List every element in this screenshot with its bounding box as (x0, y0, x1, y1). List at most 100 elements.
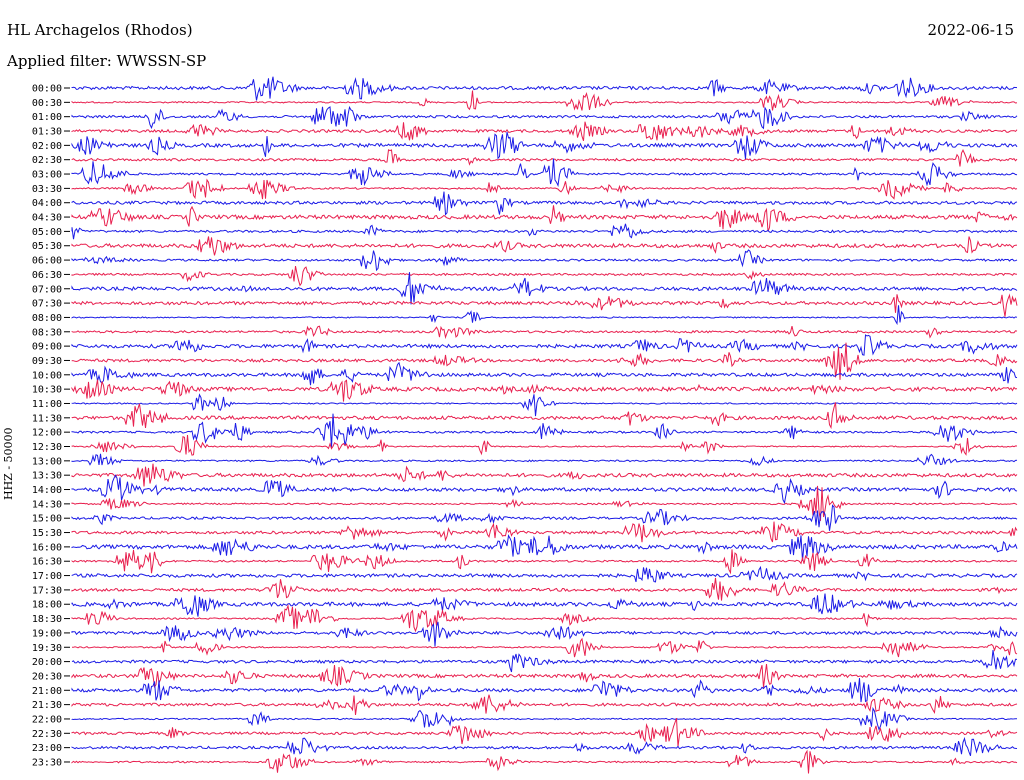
trace-line (71, 463, 1018, 487)
tick-label: 18:30 (32, 614, 62, 625)
tick-label: 07:30 (32, 299, 62, 310)
trace-line (71, 621, 1018, 647)
tick-label: 14:30 (32, 499, 62, 510)
tick-label: 15:30 (32, 528, 62, 539)
tick-label: 08:30 (32, 327, 62, 338)
tick-label: 09:30 (32, 356, 62, 367)
trace-line (71, 178, 1018, 200)
trace-lines (71, 76, 1018, 774)
tick-label: 04:30 (32, 213, 62, 224)
tick-label: 22:00 (32, 714, 62, 725)
tick-labels: 00:00 00:30 01:00 01:30 02:00 02:30 03:00 03:30… (32, 84, 70, 768)
tick-label: 17:00 (32, 571, 62, 582)
date-label: 2022-06-15 (927, 21, 1014, 39)
trace-line (71, 90, 1018, 111)
tick-label: 06:00 (32, 256, 62, 267)
trace-line (71, 593, 1018, 617)
trace-line (71, 249, 1018, 272)
station-title: HL Archagelos (Rhodos) (7, 21, 193, 39)
trace-line (71, 534, 1018, 561)
tick-label: 12:00 (32, 428, 62, 439)
trace-line (71, 272, 1018, 305)
tick-label: 01:00 (32, 112, 62, 123)
trace-line (71, 342, 1018, 380)
tick-label: 15:00 (32, 514, 62, 525)
trace-line (71, 694, 1018, 715)
tick-label: 19:00 (32, 628, 62, 639)
trace-line (71, 105, 1018, 130)
trace-line (71, 706, 1018, 731)
tick-label: 21:30 (32, 700, 62, 711)
tick-label: 03:00 (32, 170, 62, 181)
tick-label: 00:00 (32, 84, 62, 95)
tick-label: 06:30 (32, 270, 62, 281)
trace-line (71, 565, 1018, 583)
trace-line (71, 379, 1018, 402)
trace-line (71, 718, 1018, 747)
trace-line (71, 158, 1018, 188)
tick-label: 08:00 (32, 313, 62, 324)
trace-line (71, 223, 1018, 240)
tick-label: 04:00 (32, 198, 62, 209)
trace-line (71, 131, 1018, 160)
tick-label: 11:30 (32, 413, 62, 424)
tick-label: 12:30 (32, 442, 62, 453)
trace-line (71, 603, 1018, 633)
trace-line (71, 191, 1018, 216)
trace-line (71, 521, 1018, 543)
trace-line (71, 266, 1018, 287)
trace-line (71, 402, 1018, 430)
trace-line (71, 678, 1018, 703)
tick-label: 13:30 (32, 471, 62, 482)
tick-label: 16:30 (32, 557, 62, 568)
tick-label: 02:30 (32, 155, 62, 166)
trace-line (71, 736, 1018, 756)
tick-label: 13:00 (32, 456, 62, 467)
tick-label: 19:30 (32, 643, 62, 654)
trace-line (71, 325, 1018, 340)
tick-label: 20:30 (32, 671, 62, 682)
trace-line (71, 434, 1018, 456)
trace-line (71, 305, 1018, 326)
tick-label: 23:30 (32, 757, 62, 768)
trace-line (71, 149, 1018, 167)
trace-line (71, 649, 1018, 673)
tick-label: 07:00 (32, 284, 62, 295)
trace-line (72, 637, 1018, 658)
tick-label: 09:00 (32, 342, 62, 353)
tick-label: 21:00 (32, 686, 62, 697)
filter-label: Applied filter: WWSSN-SP (7, 52, 207, 70)
trace-line (71, 504, 1018, 531)
tick-label: 05:00 (32, 227, 62, 238)
tick-label: 14:00 (32, 485, 62, 496)
trace-line (71, 361, 1018, 386)
tick-label: 18:00 (32, 600, 62, 611)
tick-label: 22:30 (32, 729, 62, 740)
trace-line (71, 413, 1018, 449)
tick-label: 05:30 (32, 241, 62, 252)
trace-line (71, 664, 1018, 688)
tick-label: 02:00 (32, 141, 62, 152)
tick-label: 00:30 (32, 98, 62, 109)
tick-label: 20:00 (32, 657, 62, 668)
trace-line (71, 577, 1018, 601)
tick-label: 03:30 (32, 184, 62, 195)
trace-line (71, 549, 1018, 575)
trace-line (71, 749, 1018, 774)
trace-line (71, 334, 1018, 356)
trace-line (71, 485, 1018, 521)
trace-line (71, 293, 1018, 317)
trace-line (71, 205, 1018, 232)
trace-line (71, 453, 1018, 467)
tick-label: 10:30 (32, 385, 62, 396)
tick-label: 01:30 (32, 127, 62, 138)
trace-line (71, 76, 1018, 101)
tick-label: 17:30 (32, 585, 62, 596)
trace-line (71, 474, 1018, 505)
tick-label: 10:00 (32, 370, 62, 381)
trace-line (71, 236, 1018, 256)
trace-line (71, 121, 1018, 141)
trace-line (71, 393, 1018, 417)
tick-label: 16:00 (32, 542, 62, 553)
